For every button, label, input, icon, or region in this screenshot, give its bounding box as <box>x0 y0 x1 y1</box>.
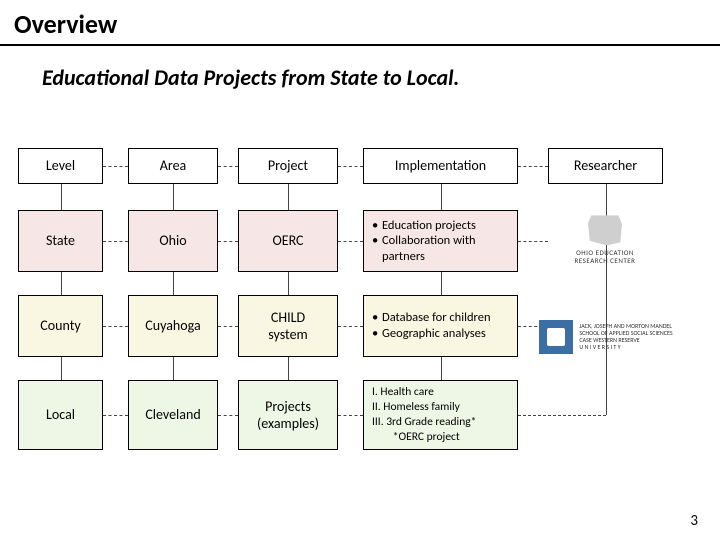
connector-horizontal <box>218 166 238 167</box>
connector-horizontal <box>518 166 548 167</box>
connector-horizontal <box>103 166 128 167</box>
subtitle: Educational Data Projects from State to … <box>0 46 720 91</box>
cell-impl-local: I. Health careII. Homeless familyIII. 3r… <box>363 380 518 450</box>
ohio-state-icon <box>588 215 622 245</box>
logo-ohio-label: OHIO EDUCATIONRESEARCH CENTER <box>575 249 636 264</box>
connector-horizontal <box>338 241 363 242</box>
cell-level-state: State <box>18 210 103 272</box>
cell-area-local: Cleveland <box>128 380 218 450</box>
connector-horizontal <box>338 415 363 416</box>
cell-level-county: County <box>18 295 103 357</box>
cell-area-county: Cuyahoga <box>128 295 218 357</box>
cell-project-county: CHILDsystem <box>238 295 338 357</box>
cell-project-state: OERC <box>238 210 338 272</box>
case-shield-icon <box>539 320 573 354</box>
title-bar: Overview <box>0 0 720 46</box>
connector-horizontal <box>103 241 128 242</box>
header-implementation: Implementation <box>363 148 518 184</box>
cell-level-local: Local <box>18 380 103 450</box>
cell-project-local: Projects(examples) <box>238 380 338 450</box>
header-level: Level <box>18 148 103 184</box>
logo-ohio-education: OHIO EDUCATIONRESEARCH CENTER <box>550 210 660 270</box>
header-researcher: Researcher <box>548 148 663 184</box>
connector-horizontal <box>518 415 606 416</box>
page-number: 3 <box>690 512 698 530</box>
connector-horizontal <box>218 415 238 416</box>
connector-horizontal <box>218 326 238 327</box>
header-area: Area <box>128 148 218 184</box>
logo-case-western: JACK, JOSEPH AND MORTON MANDELSCHOOL OF … <box>536 307 676 367</box>
cell-impl-county: Database for childrenGeographic analyses <box>363 295 518 357</box>
connector-horizontal <box>338 326 363 327</box>
connector-horizontal <box>218 241 238 242</box>
page-title: Overview <box>14 8 720 40</box>
connector-horizontal <box>103 415 128 416</box>
cell-impl-state: Education projectsCollaboration with par… <box>363 210 518 272</box>
connector-horizontal <box>338 166 363 167</box>
cell-area-state: Ohio <box>128 210 218 272</box>
connector-horizontal <box>518 241 548 242</box>
header-project: Project <box>238 148 338 184</box>
connector-horizontal <box>103 326 128 327</box>
logo-case-label: JACK, JOSEPH AND MORTON MANDELSCHOOL OF … <box>579 323 672 351</box>
